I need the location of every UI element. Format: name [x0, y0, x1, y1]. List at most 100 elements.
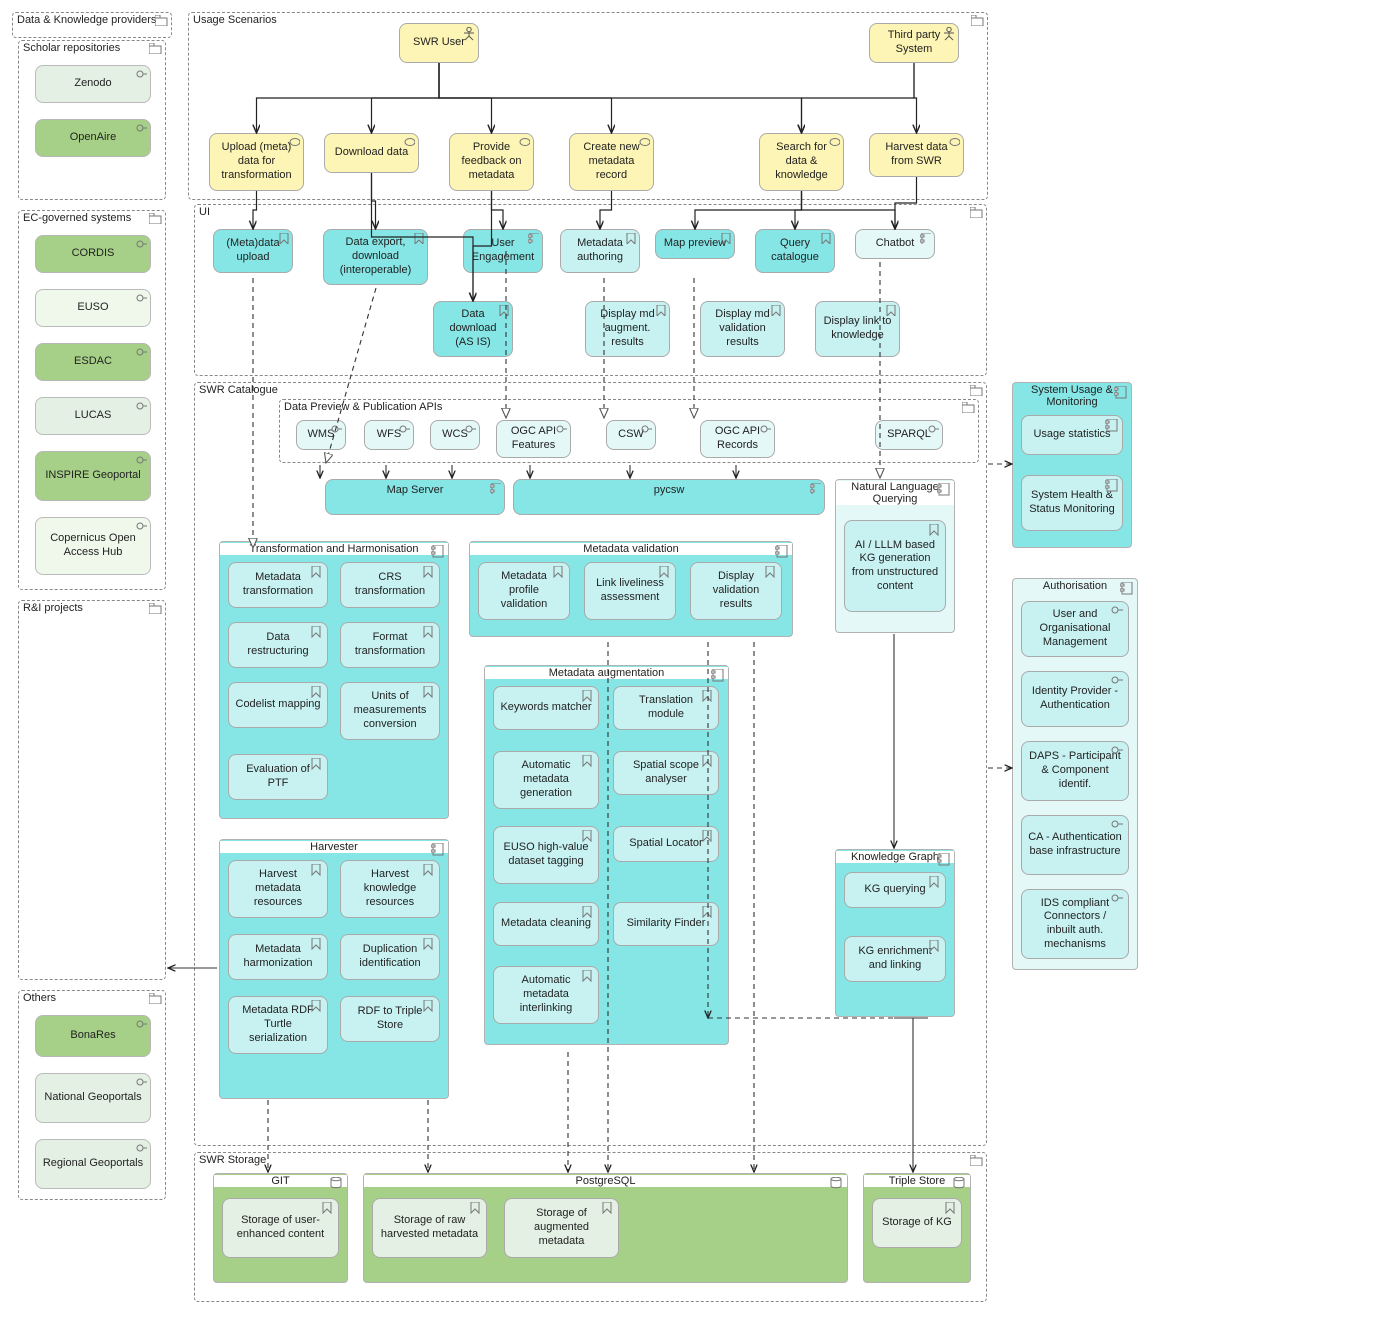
tf-6: Evaluation of PTF	[228, 754, 328, 800]
usecase-icon	[639, 137, 650, 148]
uc-harvest: Harvest data from SWR	[869, 133, 964, 177]
bookmark-icon	[655, 305, 666, 316]
aug-8: Automatic metadata interlinking	[493, 966, 599, 1024]
ui-meta-auth: Metadata authoring	[560, 229, 640, 273]
providers-title: Data & Knowledge providers	[17, 14, 156, 26]
hv-0: Harvest metadata resources	[228, 860, 328, 918]
transform-box: Transformation and Harmonisation Metadat…	[219, 541, 449, 819]
aug-1: Translation module	[613, 686, 719, 730]
providers-pkg: Data & Knowledge providers	[12, 12, 172, 38]
inspire-node: INSPIRE Geoportal	[35, 451, 151, 501]
ui-map-prev: Map preview	[655, 229, 735, 259]
tf-2: Data restructuring	[228, 622, 328, 668]
auth-3: CA - Authentication base infrastructure	[1021, 815, 1129, 875]
usecase-icon	[519, 137, 530, 148]
bookmark-icon	[770, 305, 781, 316]
ri-pkg: R&I projects	[18, 600, 166, 980]
auth-1: Identity Provider - Authentication	[1021, 671, 1129, 727]
scholar-title: Scholar repositories	[23, 42, 120, 54]
port-icon	[136, 1143, 147, 1154]
folder-icon	[149, 603, 162, 614]
port-icon	[136, 401, 147, 412]
monitoring-box: System Usage & Monitoring Usage statisti…	[1012, 382, 1132, 548]
db-icon	[830, 1177, 843, 1190]
national-node: National Geoportals	[35, 1073, 151, 1123]
tf-1: CRS transformation	[340, 562, 440, 608]
kg-box: Knowledge Graph KG querying KG enrichmen…	[835, 849, 955, 1017]
ui-disp-link: Display link to knowledge	[815, 301, 900, 357]
actor-icon	[943, 27, 955, 41]
folder-icon	[970, 1155, 983, 1166]
folder-icon	[970, 207, 983, 218]
tf-5: Units of measurements conversion	[340, 682, 440, 740]
harvester-box: Harvester Harvest metadata resources Har…	[219, 839, 449, 1099]
port-icon	[136, 1019, 147, 1030]
euso-node: EUSO	[35, 289, 151, 327]
uc-feedback: Provide feedback on metadata	[449, 133, 534, 191]
scholar-pkg: Scholar repositories Zenodo OpenAire	[18, 40, 166, 200]
validation-box: Metadata validation Metadata profile val…	[469, 541, 793, 637]
api-wfs: WFS	[364, 420, 414, 450]
port-icon	[556, 424, 567, 435]
ui-title: UI	[199, 206, 210, 218]
thirdparty-actor: Third party System	[869, 23, 959, 63]
swr-user-actor: SWR User	[399, 23, 479, 63]
hv-1: Harvest knowledge resources	[340, 860, 440, 918]
folder-icon	[155, 15, 168, 26]
bookmark-icon	[278, 233, 289, 244]
component-icon	[920, 233, 931, 244]
regional-node: Regional Geoportals	[35, 1139, 151, 1189]
bookmark-icon	[498, 305, 509, 316]
port-icon	[136, 1077, 147, 1088]
nlq-box: Natural Language Querying AI / LLLM base…	[835, 479, 955, 633]
kg-enrich: KG enrichment and linking	[844, 936, 946, 982]
actor-icon	[463, 27, 475, 41]
val-2: Display validation results	[690, 562, 782, 620]
aug-7: Similarity Finder	[613, 902, 719, 946]
storage-title: SWR Storage	[199, 1154, 266, 1166]
hv-3: Duplication identification	[340, 934, 440, 980]
uc-create: Create new metadata record	[569, 133, 654, 191]
component-icon	[528, 233, 539, 244]
ts-box: Triple Store Storage of KG	[863, 1173, 971, 1283]
swr-catalogue-pkg: SWR Catalogue Data Preview & Publication…	[194, 382, 987, 1146]
ui-user-eng: User Engagement	[463, 229, 543, 273]
aug-5: Spatial Locator	[613, 826, 719, 862]
auth-4: IDS compliant Connectors / inbuilt auth.…	[1021, 889, 1129, 959]
folder-icon	[149, 43, 162, 54]
scenarios-title: Usage Scenarios	[193, 14, 277, 26]
pg-raw: Storage of raw harvested metadata	[372, 1198, 487, 1258]
nlq-ai: AI / LLLM based KG generation from unstr…	[844, 520, 946, 612]
ec-pkg: EC-governed systems CORDIS EUSO ESDAC LU…	[18, 210, 166, 590]
ts-item: Storage of KG	[872, 1198, 962, 1248]
others-title: Others	[23, 992, 56, 1004]
api-wms: WMS	[296, 420, 346, 450]
port-icon	[136, 239, 147, 250]
apis-pkg: Data Preview & Publication APIs WMS WFS …	[279, 399, 979, 463]
bonares-node: BonaRes	[35, 1015, 151, 1057]
mon-health: System Health & Status Monitoring	[1021, 475, 1123, 531]
port-icon	[928, 424, 939, 435]
aug-3: Spatial scope analyser	[613, 751, 719, 795]
uc-search: Search for data & knowledge	[759, 133, 844, 191]
api-csw: CSW	[606, 420, 656, 450]
component-icon	[431, 843, 444, 856]
ui-pkg: UI (Meta)data upload Data export, downlo…	[194, 204, 987, 376]
val-0: Metadata profile validation	[478, 562, 570, 620]
component-icon	[775, 545, 788, 558]
ec-title: EC-governed systems	[23, 212, 131, 224]
kg-query: KG querying	[844, 872, 946, 908]
folder-icon	[970, 385, 983, 396]
others-pkg: Others BonaRes National Geoportals Regio…	[18, 990, 166, 1200]
hv-5: RDF to Triple Store	[340, 996, 440, 1042]
usecase-icon	[404, 137, 415, 148]
auth-2: DAPS - Participant & Component identif.	[1021, 741, 1129, 801]
aug-0: Keywords matcher	[493, 686, 599, 730]
port-icon	[399, 424, 410, 435]
apis-title: Data Preview & Publication APIs	[284, 401, 442, 413]
pycsw: pycsw	[513, 479, 825, 515]
usage-scenarios-pkg: Usage Scenarios SWR User Third party Sys…	[188, 12, 988, 200]
auth-0: User and Organisational Management	[1021, 601, 1129, 657]
port-icon	[331, 424, 342, 435]
ui-data-download: Data download (AS IS)	[433, 301, 513, 357]
